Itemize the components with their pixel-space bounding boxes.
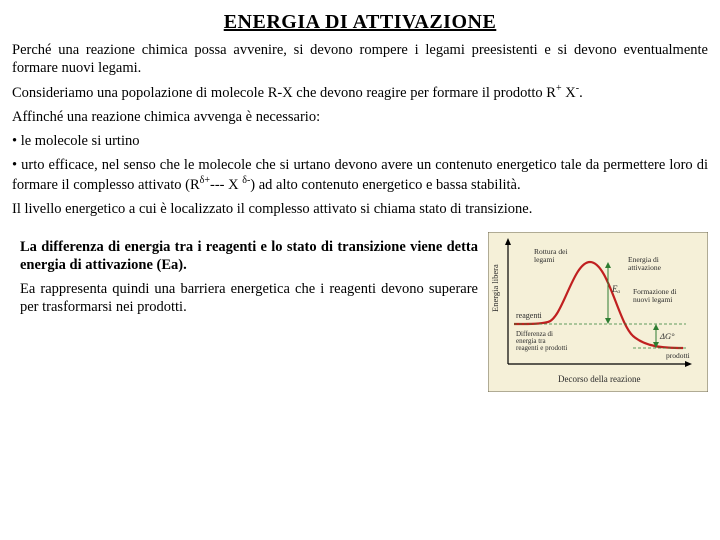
- svg-text:Eₐ: Eₐ: [611, 284, 620, 294]
- left-text-column: La differenza di energia tra i reagenti …: [12, 232, 478, 323]
- svg-text:prodotti: prodotti: [666, 351, 690, 360]
- svg-text:Energia libera: Energia libera: [490, 264, 500, 312]
- svg-text:reagenti e prodotti: reagenti e prodotti: [516, 344, 567, 352]
- bullet-2: • urto efficace, nel senso che le moleco…: [12, 156, 708, 193]
- bullet-1: • le molecole si urtino: [12, 132, 708, 150]
- paragraph-condition-intro: Affinché una reazione chimica avvenga è …: [12, 108, 708, 126]
- paragraph-intro: Perché una reazione chimica possa avveni…: [12, 41, 708, 77]
- text: --- X: [210, 176, 242, 192]
- text: .: [579, 85, 583, 101]
- svg-text:ΔG°: ΔG°: [659, 331, 675, 341]
- text: X: [562, 85, 576, 101]
- svg-text:attivazione: attivazione: [628, 263, 662, 272]
- energy-diagram: Rottura deilegamiEnergia diattivazioneFo…: [488, 232, 708, 392]
- paragraph-ea-definition: La differenza di energia tra i reagenti …: [20, 238, 478, 274]
- page-title: ENERGIA DI ATTIVAZIONE: [12, 10, 708, 35]
- svg-text:legami: legami: [534, 255, 554, 264]
- text: Consideriamo una popolazione di molecole…: [12, 85, 556, 101]
- paragraph-ea-barrier: Ea rappresenta quindi una barriera energ…: [20, 280, 478, 316]
- paragraph-transition-state: Il livello energetico a cui è localizzat…: [12, 200, 708, 218]
- svg-text:reagenti: reagenti: [516, 311, 543, 320]
- svg-text:Decorso della reazione: Decorso della reazione: [558, 374, 640, 384]
- superscript-delta-plus: δ+: [200, 175, 210, 186]
- bottom-section: La differenza di energia tra i reagenti …: [12, 232, 708, 392]
- text: ) ad alto contenuto energetico e bassa s…: [250, 176, 520, 192]
- paragraph-population: Consideriamo una popolazione di molecole…: [12, 83, 708, 102]
- svg-text:nuovi legami: nuovi legami: [633, 295, 672, 304]
